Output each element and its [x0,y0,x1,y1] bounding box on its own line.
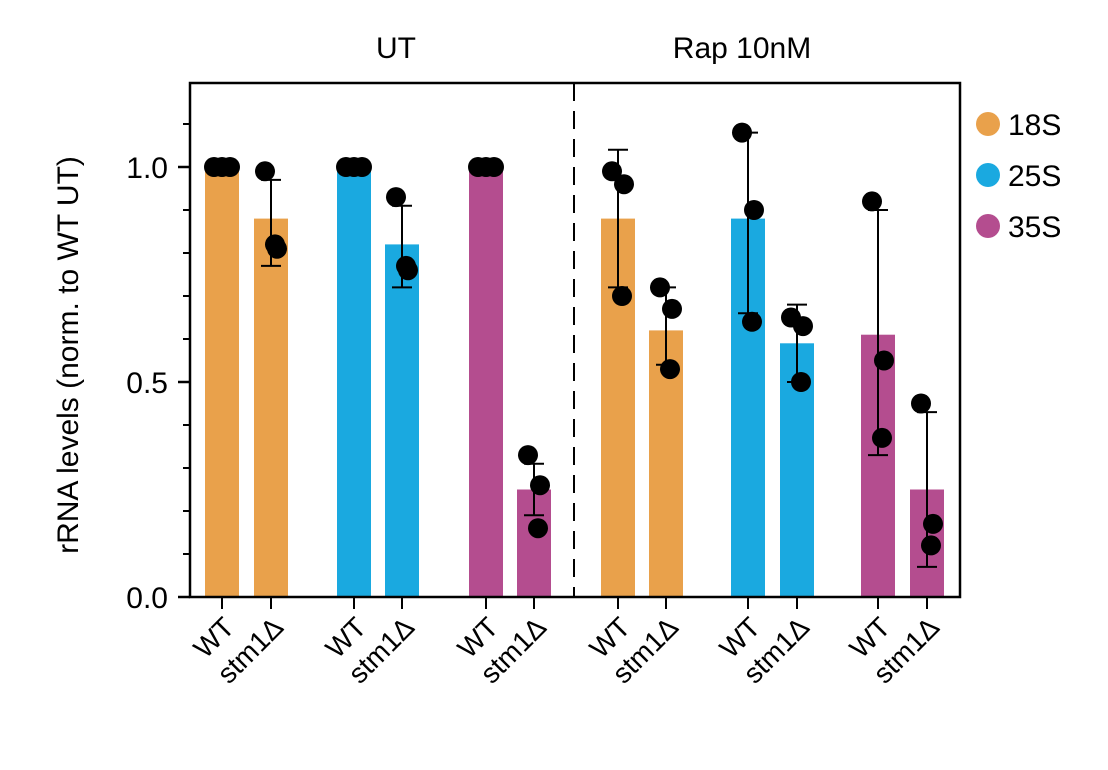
legend-swatch [976,163,1000,187]
data-point [518,445,538,466]
y-tick-label: 0.0 [126,582,168,615]
data-point [793,316,813,337]
legend-swatch [976,214,1000,238]
data-point [602,161,622,182]
data-point [352,157,372,177]
group-label-rap: Rap 10nM [673,32,811,65]
data-point [872,427,892,448]
legend: 18S 25S 35S [976,109,1061,244]
legend-label: 25S [1008,160,1061,193]
data-point [791,372,811,392]
data-point [662,298,682,319]
data-point [612,286,632,306]
data-point [265,234,285,255]
data-point [650,277,670,298]
group-labels: UT Rap 10nM [376,32,811,65]
data-point [484,157,504,177]
data-point [530,475,550,496]
data-point [862,191,882,212]
data-point [528,518,548,539]
data-point [732,122,752,143]
legend-swatch [976,112,1000,136]
bar [337,167,371,597]
y-axis: 0.0 0.5 1.0 [126,123,190,615]
data-point [923,513,943,534]
y-tick-label: 0.5 [126,367,168,400]
plot-frame [188,81,962,599]
data-point [874,350,894,371]
legend-label: 35S [1008,211,1061,244]
bar [469,167,503,597]
data-point [386,187,406,208]
data-point [742,311,762,332]
data-points-layer [204,122,943,556]
data-point [921,535,941,556]
y-tick-label: 1.0 [126,152,168,185]
data-point [660,359,680,380]
legend-label: 18S [1008,109,1061,142]
data-point [220,157,240,177]
bar [254,218,288,597]
y-axis-title: rRNA levels (norm. to WT UT) [52,156,85,554]
bars-layer [205,167,944,597]
data-point [614,174,634,195]
bar [385,244,419,597]
bar [205,167,239,597]
data-point [255,161,275,182]
data-point [396,255,416,276]
data-point [744,200,764,220]
group-label-ut: UT [376,32,416,65]
data-point [911,393,931,414]
